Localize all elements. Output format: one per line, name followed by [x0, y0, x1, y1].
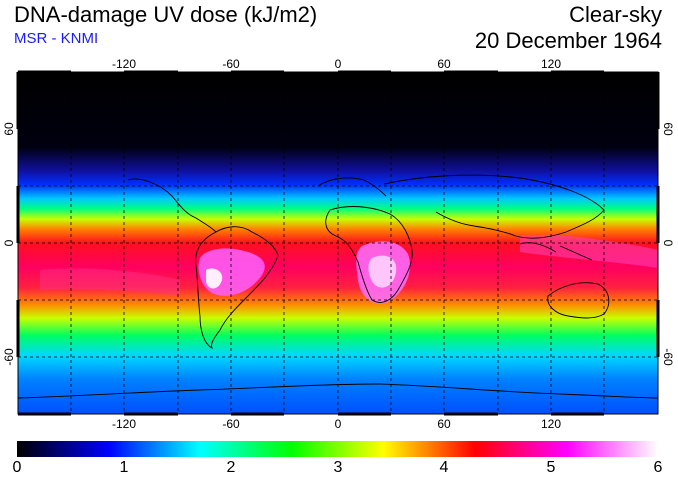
coast-europe: [317, 177, 387, 197]
lat-label-left-n60: 60: [2, 122, 16, 136]
peak-dose-south-america: [206, 268, 223, 289]
coast-south-america: [195, 226, 279, 350]
map-frame: [16, 70, 660, 416]
scale-label-5: 5: [546, 459, 556, 476]
scale-label-6: 6: [653, 459, 663, 476]
scale-label-3: 3: [333, 459, 343, 476]
chart-title: DNA-damage UV dose (kJ/m2): [14, 2, 318, 27]
uv-dose-map: -120 -60 0 60 120 -120 -60 0 60 120 60 0…: [2, 57, 675, 431]
map-date: 20 December 1964: [474, 28, 662, 53]
coast-asia: [383, 174, 605, 239]
lon-label-top-e120: 120: [541, 57, 561, 71]
scale-label-0: 0: [12, 459, 22, 476]
lat-label-right-0: 0: [661, 240, 675, 247]
coast-antarctica: [18, 383, 658, 399]
lon-label-bottom-w60: -60: [222, 417, 240, 431]
lon-label-bottom-0: 0: [335, 417, 342, 431]
coast-north-america: [127, 178, 217, 233]
lat-label-left-s60: -60: [2, 348, 16, 366]
lat-label-right-s60: -60: [661, 348, 675, 366]
lon-label-bottom-e120: 120: [541, 417, 561, 431]
lon-label-top-w120: -120: [112, 57, 136, 71]
graticule: [18, 72, 658, 414]
lat-label-right-n60: 60: [661, 122, 675, 136]
high-dose-pacific: [40, 268, 180, 296]
lon-label-top-0: 0: [335, 57, 342, 71]
lon-label-bottom-w120: -120: [112, 417, 136, 431]
lat-label-left-0: 0: [2, 239, 16, 246]
lon-label-top-e60: 60: [437, 57, 451, 71]
coast-africa: [325, 206, 413, 303]
coastlines: [18, 174, 658, 399]
peak-dose-africa: [368, 255, 397, 288]
lon-label-bottom-e60: 60: [437, 417, 451, 431]
color-scale-bar: [17, 441, 658, 457]
sky-condition: Clear-sky: [569, 2, 662, 27]
scale-label-4: 4: [439, 459, 449, 476]
source-label: MSR - KNMI: [14, 30, 99, 47]
lon-label-top-w60: -60: [222, 57, 240, 71]
scale-label-1: 1: [119, 459, 129, 476]
scale-label-2: 2: [226, 459, 236, 476]
